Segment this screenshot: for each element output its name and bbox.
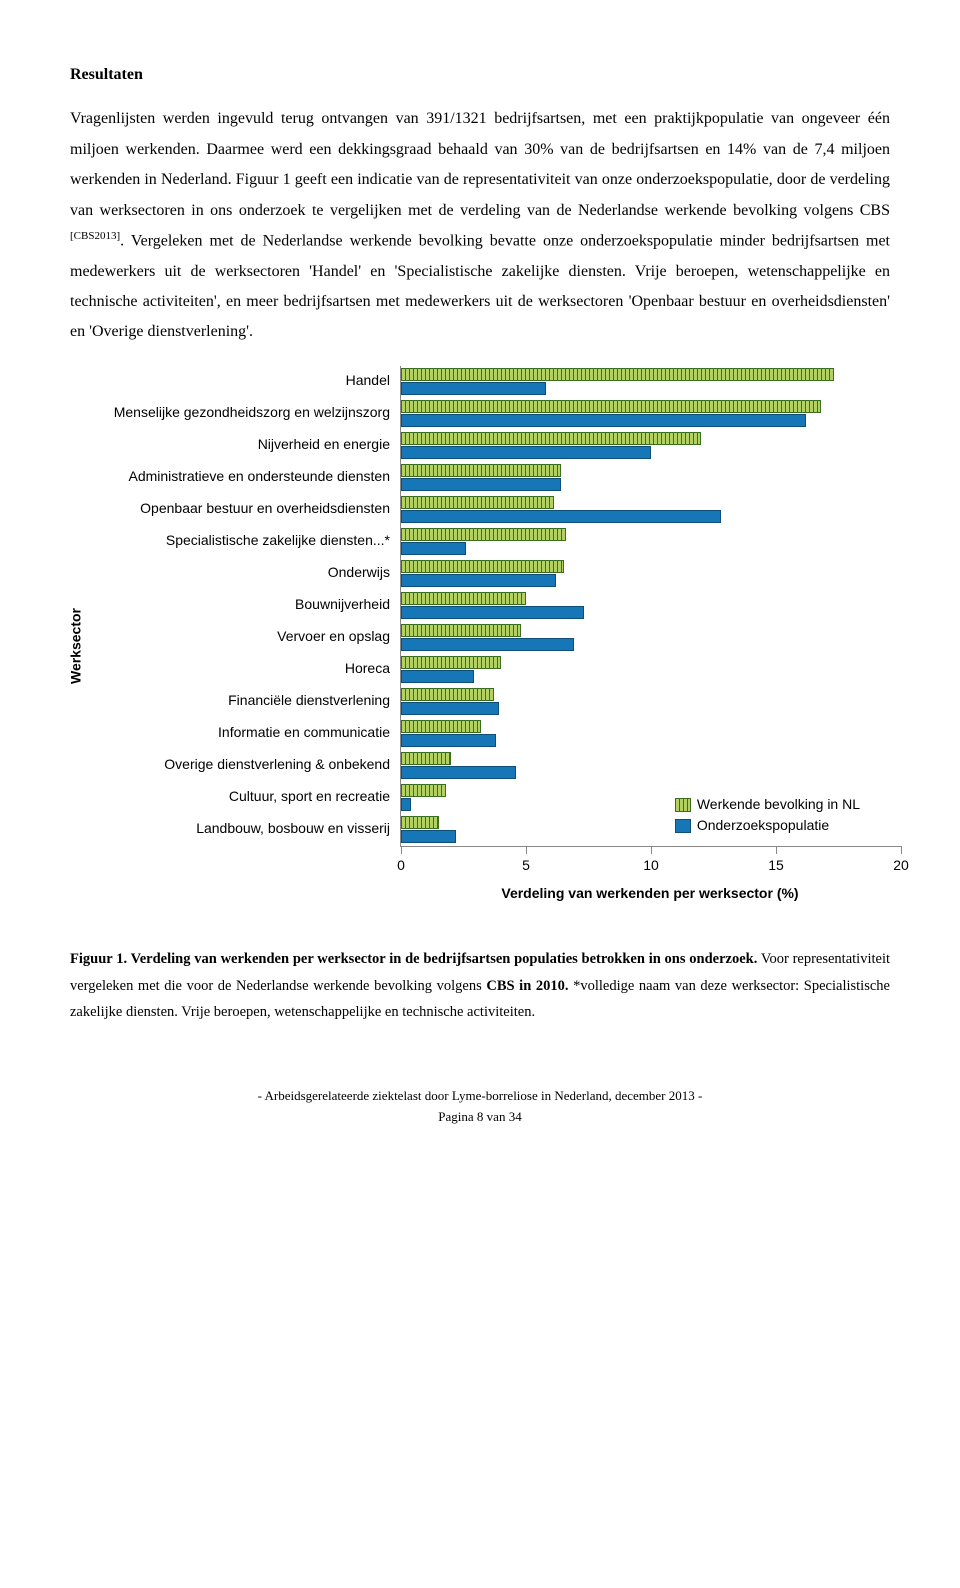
legend-label-nl: Werkende bevolking in NL [697, 796, 860, 812]
x-tick-label: 5 [522, 858, 530, 873]
bar-nl [401, 368, 834, 381]
bar-nl [401, 560, 564, 573]
bar-nl [401, 624, 521, 637]
x-tick [651, 846, 652, 854]
category-label: Menselijke gezondheidszorg en welzijnszo… [70, 405, 390, 420]
bar-nl [401, 752, 451, 765]
footer-line-1: - Arbeidsgerelateerde ziektelast door Ly… [70, 1086, 890, 1107]
bar-pop [401, 830, 456, 843]
bar-pop [401, 574, 556, 587]
bar-nl [401, 432, 701, 445]
x-tick-label: 20 [893, 858, 909, 873]
legend-item-nl: Werkende bevolking in NL [675, 794, 860, 815]
x-tick-label: 15 [768, 858, 784, 873]
bar-pop [401, 446, 651, 459]
category-label: Specialistische zakelijke diensten...* [70, 533, 390, 548]
bar-nl [401, 816, 439, 829]
category-label: Onderwijs [70, 565, 390, 580]
bar-pop [401, 638, 574, 651]
bar-nl [401, 528, 566, 541]
page-footer: - Arbeidsgerelateerde ziektelast door Ly… [70, 1086, 890, 1128]
x-tick [901, 846, 902, 854]
paragraph-text-1: Vragenlijsten werden ingevuld terug ontv… [70, 110, 890, 218]
bar-pop [401, 766, 516, 779]
legend-label-pop: Onderzoekspopulatie [697, 817, 829, 833]
bar-pop [401, 670, 474, 683]
category-label: Cultuur, sport en recreatie [70, 789, 390, 804]
footer-line-2: Pagina 8 van 34 [70, 1107, 890, 1128]
figure-1-chart: Werksector 05101520 HandelMenselijke gez… [70, 366, 890, 926]
bar-nl [401, 720, 481, 733]
category-label: Horeca [70, 661, 390, 676]
bar-nl [401, 784, 446, 797]
body-paragraph: Vragenlijsten werden ingevuld terug ontv… [70, 104, 890, 347]
bar-pop [401, 542, 466, 555]
x-tick [776, 846, 777, 854]
x-axis-title: Verdeling van werkenden per werksector (… [400, 886, 900, 901]
x-tick-label: 0 [397, 858, 405, 873]
section-heading: Resultaten [70, 60, 890, 90]
legend: Werkende bevolking in NL Onderzoekspopul… [675, 794, 860, 836]
bar-pop [401, 382, 546, 395]
bar-nl [401, 656, 501, 669]
category-label: Openbaar bestuur en overheidsdiensten [70, 501, 390, 516]
bar-nl [401, 688, 494, 701]
bar-pop [401, 702, 499, 715]
bar-nl [401, 464, 561, 477]
category-label: Informatie en communicatie [70, 725, 390, 740]
legend-item-pop: Onderzoekspopulatie [675, 815, 860, 836]
category-label: Landbouw, bosbouw en visserij [70, 821, 390, 836]
caption-bold-2: CBS in 2010. [486, 978, 568, 994]
bar-nl [401, 400, 821, 413]
bar-nl [401, 592, 526, 605]
category-label: Administratieve en ondersteunde diensten [70, 469, 390, 484]
figure-caption: Figuur 1. Verdeling van werkenden per we… [70, 946, 890, 1026]
bar-pop [401, 414, 806, 427]
legend-swatch-pop [675, 819, 691, 833]
bar-pop [401, 510, 721, 523]
category-label: Handel [70, 373, 390, 388]
category-label: Financiële dienstverlening [70, 693, 390, 708]
x-tick-label: 10 [643, 858, 659, 873]
legend-swatch-nl [675, 798, 691, 812]
category-label: Bouwnijverheid [70, 597, 390, 612]
bar-nl [401, 496, 554, 509]
category-label: Nijverheid en energie [70, 437, 390, 452]
x-tick [526, 846, 527, 854]
paragraph-text-2: . Vergeleken met de Nederlandse werkende… [70, 232, 890, 340]
bar-pop [401, 798, 411, 811]
citation-sup: [CBS2013] [70, 230, 120, 242]
x-tick [401, 846, 402, 854]
category-label: Vervoer en opslag [70, 629, 390, 644]
bar-pop [401, 478, 561, 491]
bar-pop [401, 606, 584, 619]
category-label: Overige dienstverlening & onbekend [70, 757, 390, 772]
caption-bold-1: Figuur 1. Verdeling van werkenden per we… [70, 951, 757, 967]
bar-pop [401, 734, 496, 747]
